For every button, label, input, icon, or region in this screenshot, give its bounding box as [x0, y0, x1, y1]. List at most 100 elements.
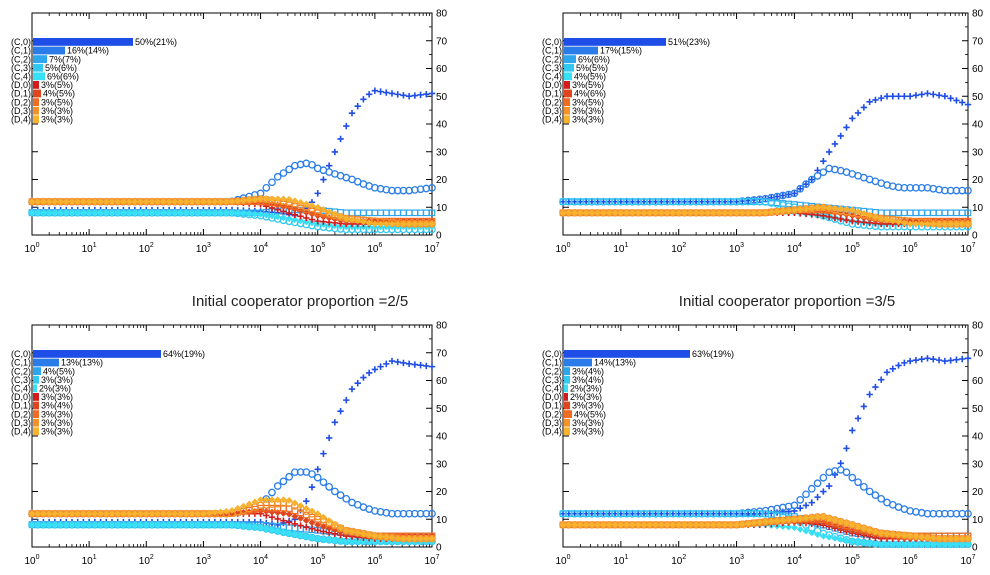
data-point: [308, 470, 316, 478]
data-point: [205, 521, 213, 529]
data-point: [245, 196, 253, 204]
data-point: [883, 369, 891, 376]
legend-bar: [33, 72, 45, 81]
data-point: [308, 160, 316, 169]
data-point: [843, 124, 850, 131]
legend: (C,0) 50%(21%) (C,1) 16%(14%) (C,2) 7%(7%) (C,…: [11, 37, 177, 124]
data-point: [837, 205, 845, 213]
legend-label: (D,4): [542, 115, 562, 125]
data-point: [871, 491, 880, 499]
data-point: [918, 209, 926, 217]
y-tick-label: 70: [436, 348, 448, 359]
data-point: [952, 540, 960, 548]
x-tick-label: 106: [903, 554, 918, 567]
legend-bar: [33, 55, 47, 63]
legend-label: (C,3): [11, 375, 31, 385]
data-point: [825, 533, 833, 541]
data-point: [319, 522, 327, 531]
legend-bar: [33, 418, 39, 427]
data-point: [371, 87, 379, 94]
data-point: [860, 482, 868, 491]
data-point: [918, 533, 926, 541]
x-tick-label: 102: [671, 554, 686, 567]
data-point: [303, 497, 310, 505]
legend-label: (D,3): [11, 106, 31, 116]
legend-value: 51%(23%): [668, 37, 710, 47]
data-point: [924, 355, 931, 362]
x-tick-label: 104: [253, 554, 268, 567]
data-point: [715, 521, 723, 529]
legend-label: (D,1): [11, 401, 31, 411]
data-point: [923, 220, 932, 228]
data-point: [285, 510, 293, 518]
legend-label: (C,0): [11, 349, 31, 359]
data-point: [302, 517, 310, 525]
data-point: [257, 195, 265, 203]
data-point: [941, 220, 949, 228]
data-point: [74, 521, 82, 529]
legend-value: 5%(5%): [576, 63, 608, 73]
data-point: [802, 527, 810, 535]
data-point: [895, 362, 902, 369]
data-point: [422, 535, 430, 543]
data-point: [62, 209, 70, 217]
data-point: [964, 220, 972, 228]
data-point: [559, 521, 567, 529]
legend-value: 6%(6%): [578, 54, 610, 64]
data-point: [411, 535, 419, 543]
data-point: [365, 369, 373, 377]
data-point: [796, 525, 804, 533]
data-point: [877, 494, 886, 503]
legend-bar: [564, 393, 568, 401]
data-point: [257, 524, 265, 532]
y-tick-label: 50: [972, 404, 984, 415]
data-point: [883, 209, 891, 217]
data-point: [273, 172, 282, 181]
data-point: [912, 209, 920, 217]
data-point: [820, 488, 827, 495]
data-point: [182, 209, 190, 217]
legend-value: 13%(13%): [61, 358, 103, 368]
y-tick-label: 0: [972, 543, 978, 554]
data-point: [422, 220, 430, 228]
data-point: [182, 521, 190, 529]
data-point: [217, 521, 225, 529]
data-point: [785, 207, 793, 215]
y-tick-label: 30: [436, 459, 448, 470]
caption-left: Initial cooperator proportion =2/5: [191, 293, 409, 310]
data-point: [291, 499, 299, 507]
data-point: [692, 209, 700, 217]
data-point: [848, 206, 856, 214]
legend-label: (D,0): [11, 80, 31, 90]
legend-bar: [33, 106, 39, 115]
x-tick-label: 101: [82, 554, 97, 567]
data-point: [872, 96, 879, 104]
x-tick-label: 105: [845, 554, 860, 567]
data-point: [34, 521, 42, 529]
data-point: [877, 540, 885, 548]
data-point: [365, 531, 373, 539]
y-tick-label: 10: [972, 515, 984, 526]
data-point: [854, 538, 862, 546]
data-point: [854, 478, 862, 487]
y-tick-label: 10: [436, 203, 448, 214]
data-point: [825, 514, 833, 522]
data-point: [325, 434, 333, 442]
data-point: [268, 496, 276, 504]
data-point: [918, 356, 925, 363]
legend-value: 3%(3%): [41, 409, 73, 419]
x-tick-label: 103: [729, 554, 744, 567]
data-point: [359, 218, 367, 226]
data-point: [416, 509, 425, 518]
data-point: [337, 524, 345, 532]
data-point: [394, 358, 401, 366]
x-tick-label: 104: [253, 242, 268, 255]
y-tick-label: 60: [436, 64, 448, 75]
data-point: [279, 214, 287, 222]
data-point: [571, 209, 579, 217]
data-point: [820, 157, 827, 165]
data-point: [906, 540, 914, 548]
data-point: [302, 200, 310, 208]
data-point: [959, 355, 966, 363]
data-point: [342, 494, 351, 503]
